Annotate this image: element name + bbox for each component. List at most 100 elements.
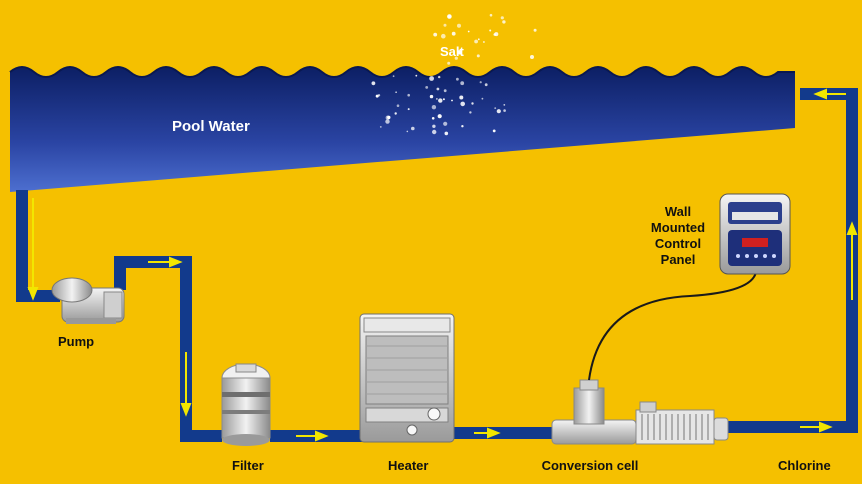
salt-particle bbox=[411, 126, 415, 131]
filter-label: Filter bbox=[232, 458, 264, 473]
salt-particle bbox=[494, 107, 497, 109]
salt-particle bbox=[492, 129, 496, 133]
salt-particle bbox=[429, 94, 434, 99]
salt-particle bbox=[460, 101, 466, 107]
salt-particle bbox=[457, 23, 461, 28]
flow-arrow-icon bbox=[846, 221, 858, 300]
salt-particle bbox=[530, 55, 534, 59]
salt-particle bbox=[456, 77, 459, 81]
flow-arrow-icon bbox=[800, 421, 833, 433]
salt-particle bbox=[433, 32, 438, 37]
salt-particle bbox=[431, 117, 435, 120]
salt-particle bbox=[441, 33, 446, 39]
control-panel-icon bbox=[719, 193, 791, 275]
salt-particle bbox=[406, 130, 409, 133]
salt-particle bbox=[415, 74, 418, 77]
salt-particle bbox=[502, 20, 506, 24]
salt-particles-icon bbox=[371, 13, 537, 136]
salt-particle bbox=[451, 99, 453, 102]
control-panel-label-line4: Panel bbox=[661, 252, 696, 267]
pipe-pool-to-pump bbox=[16, 190, 60, 302]
salt-particle bbox=[461, 125, 464, 128]
salt-particle bbox=[479, 81, 482, 84]
salt-particle bbox=[395, 91, 397, 93]
flow-arrow-icon bbox=[296, 430, 329, 442]
heater-icon bbox=[359, 313, 455, 443]
salt-particle bbox=[443, 121, 448, 126]
salt-particle bbox=[484, 83, 488, 87]
salt-particle bbox=[375, 94, 379, 98]
salt-particle bbox=[467, 30, 470, 33]
panel-button bbox=[754, 254, 758, 258]
salt-particle bbox=[496, 109, 501, 114]
salt-particle bbox=[385, 119, 390, 124]
flow-arrow-icon bbox=[27, 198, 39, 301]
salt-particle bbox=[454, 56, 458, 60]
salt-particle bbox=[459, 95, 464, 100]
salt-particle bbox=[489, 13, 493, 17]
control-panel-label-line2: Mounted bbox=[651, 220, 705, 235]
salt-particle bbox=[432, 129, 437, 135]
salt-particle bbox=[447, 61, 451, 65]
conversion-cell-icon bbox=[551, 379, 729, 445]
salt-particle bbox=[444, 131, 449, 136]
salt-particle bbox=[387, 115, 391, 120]
control-panel-label-line3: Control bbox=[655, 236, 701, 251]
salt-particle bbox=[451, 31, 456, 36]
salt-particle bbox=[481, 97, 484, 100]
pipe-pump-to-filter bbox=[114, 256, 222, 442]
salt-particle bbox=[438, 75, 441, 79]
panel-button bbox=[736, 254, 740, 258]
panel-button bbox=[772, 254, 776, 258]
salt-particle bbox=[443, 23, 447, 27]
salt-label: Salt bbox=[440, 44, 465, 59]
salt-particle bbox=[443, 89, 447, 93]
salt-particle bbox=[438, 98, 443, 103]
salt-particle bbox=[379, 126, 382, 128]
salt-particle bbox=[431, 105, 437, 110]
salt-particle bbox=[474, 39, 478, 44]
salt-particle bbox=[489, 29, 492, 32]
filter-icon bbox=[221, 363, 271, 446]
salt-particle bbox=[437, 114, 442, 119]
salt-particle bbox=[436, 98, 438, 100]
pool-water bbox=[9, 66, 795, 192]
control-cable bbox=[588, 271, 757, 381]
salt-particle bbox=[500, 16, 504, 20]
salt-particle bbox=[425, 86, 429, 89]
salt-particle bbox=[494, 32, 499, 37]
salt-particle bbox=[533, 28, 537, 32]
flow-arrow-icon bbox=[148, 256, 183, 268]
salt-particle bbox=[371, 81, 376, 86]
salt-particle bbox=[436, 87, 440, 91]
salt-particle bbox=[396, 104, 400, 107]
salt-particle bbox=[407, 93, 411, 97]
salt-particle bbox=[469, 111, 472, 114]
pool-water-label: Pool Water bbox=[172, 118, 250, 135]
salt-particle bbox=[476, 54, 480, 58]
flow-arrow-icon bbox=[180, 352, 192, 417]
salt-particle bbox=[482, 41, 485, 43]
pump-label: Pump bbox=[58, 334, 94, 349]
salt-particle bbox=[394, 112, 397, 115]
salt-particle bbox=[447, 14, 452, 19]
salt-particle bbox=[503, 109, 506, 112]
panel-button bbox=[745, 254, 749, 258]
heater-label: Heater bbox=[388, 458, 428, 473]
pump-icon bbox=[51, 277, 125, 324]
chlorine-label: Chlorine bbox=[778, 458, 831, 473]
salt-particle bbox=[429, 76, 434, 81]
salt-particle bbox=[392, 75, 395, 78]
salt-particle bbox=[503, 104, 506, 106]
flow-arrow-icon bbox=[813, 88, 846, 100]
control-panel-label-line1: Wall bbox=[665, 204, 691, 219]
flow-arrow-icon bbox=[474, 427, 501, 439]
control-panel-label: Wall Mounted Control Panel bbox=[651, 204, 705, 267]
flow-arrows bbox=[27, 88, 858, 442]
salt-particle bbox=[407, 108, 410, 111]
salt-particle bbox=[432, 124, 436, 128]
salt-particle bbox=[471, 102, 474, 105]
salt-particle bbox=[477, 38, 480, 41]
salt-particle bbox=[457, 50, 462, 55]
